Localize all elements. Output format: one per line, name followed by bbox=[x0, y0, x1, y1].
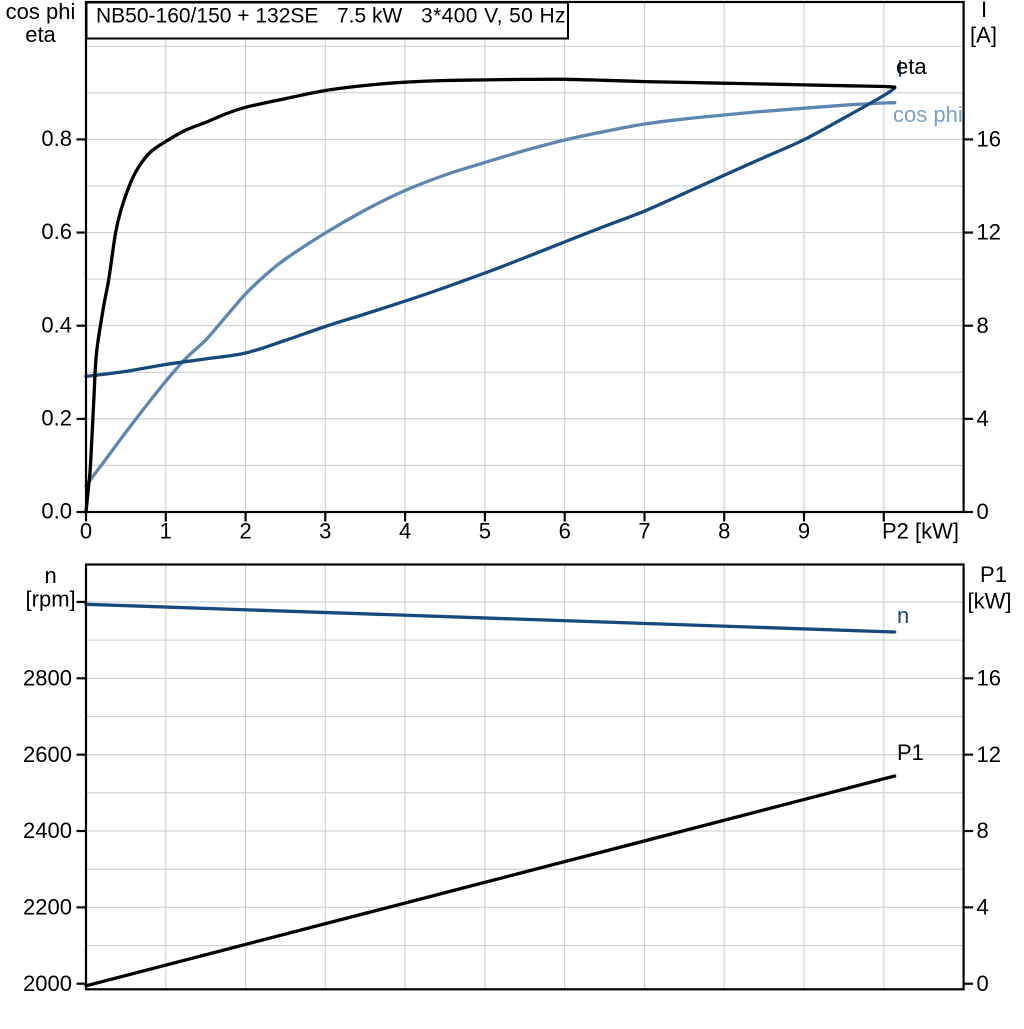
svg-text:2200: 2200 bbox=[23, 895, 72, 920]
svg-text:eta: eta bbox=[25, 22, 56, 47]
svg-text:4: 4 bbox=[977, 895, 989, 920]
svg-text:2000: 2000 bbox=[23, 971, 72, 996]
svg-text:n: n bbox=[897, 603, 909, 628]
svg-text:[A]: [A] bbox=[970, 23, 997, 48]
svg-text:8: 8 bbox=[977, 818, 989, 843]
svg-text:1: 1 bbox=[160, 519, 172, 544]
svg-text:NB50-160/150 + 132SE: NB50-160/150 + 132SE bbox=[96, 5, 318, 28]
svg-text:5: 5 bbox=[479, 519, 491, 544]
svg-text:7: 7 bbox=[638, 519, 650, 544]
svg-text:2600: 2600 bbox=[23, 742, 72, 767]
svg-text:cos phi: cos phi bbox=[893, 102, 963, 127]
svg-text:12: 12 bbox=[977, 220, 1001, 245]
svg-text:4: 4 bbox=[977, 406, 989, 431]
svg-text:0.8: 0.8 bbox=[41, 126, 72, 151]
svg-text:12: 12 bbox=[977, 742, 1001, 767]
svg-text:3: 3 bbox=[319, 519, 331, 544]
svg-text:0: 0 bbox=[977, 499, 989, 524]
svg-text:I: I bbox=[981, 0, 987, 22]
svg-text:0.0: 0.0 bbox=[41, 499, 72, 524]
svg-text:2800: 2800 bbox=[23, 666, 72, 691]
svg-text:0.4: 0.4 bbox=[41, 312, 72, 337]
svg-text:n: n bbox=[44, 563, 56, 588]
svg-text:cos phi: cos phi bbox=[6, 0, 76, 24]
svg-text:2: 2 bbox=[239, 519, 251, 544]
svg-text:0: 0 bbox=[80, 519, 92, 544]
svg-text:P1: P1 bbox=[980, 562, 1007, 587]
svg-text:0.2: 0.2 bbox=[41, 406, 72, 431]
svg-text:8: 8 bbox=[977, 313, 989, 338]
svg-text:8: 8 bbox=[718, 519, 730, 544]
svg-text:3*400 V, 50 Hz: 3*400 V, 50 Hz bbox=[421, 5, 566, 28]
svg-text:P2 [kW]: P2 [kW] bbox=[882, 519, 959, 544]
svg-text:eta: eta bbox=[896, 54, 927, 79]
svg-text:[rpm]: [rpm] bbox=[26, 587, 76, 612]
svg-text:4: 4 bbox=[399, 519, 411, 544]
svg-text:[kW]: [kW] bbox=[968, 589, 1012, 614]
svg-text:0: 0 bbox=[977, 971, 989, 996]
svg-text:0.6: 0.6 bbox=[41, 219, 72, 244]
svg-text:16: 16 bbox=[977, 127, 1001, 152]
svg-text:16: 16 bbox=[977, 666, 1001, 691]
svg-text:7.5 kW: 7.5 kW bbox=[337, 5, 403, 28]
svg-text:P1: P1 bbox=[897, 740, 924, 765]
svg-text:6: 6 bbox=[559, 519, 571, 544]
svg-text:9: 9 bbox=[798, 519, 810, 544]
svg-text:2400: 2400 bbox=[23, 818, 72, 843]
